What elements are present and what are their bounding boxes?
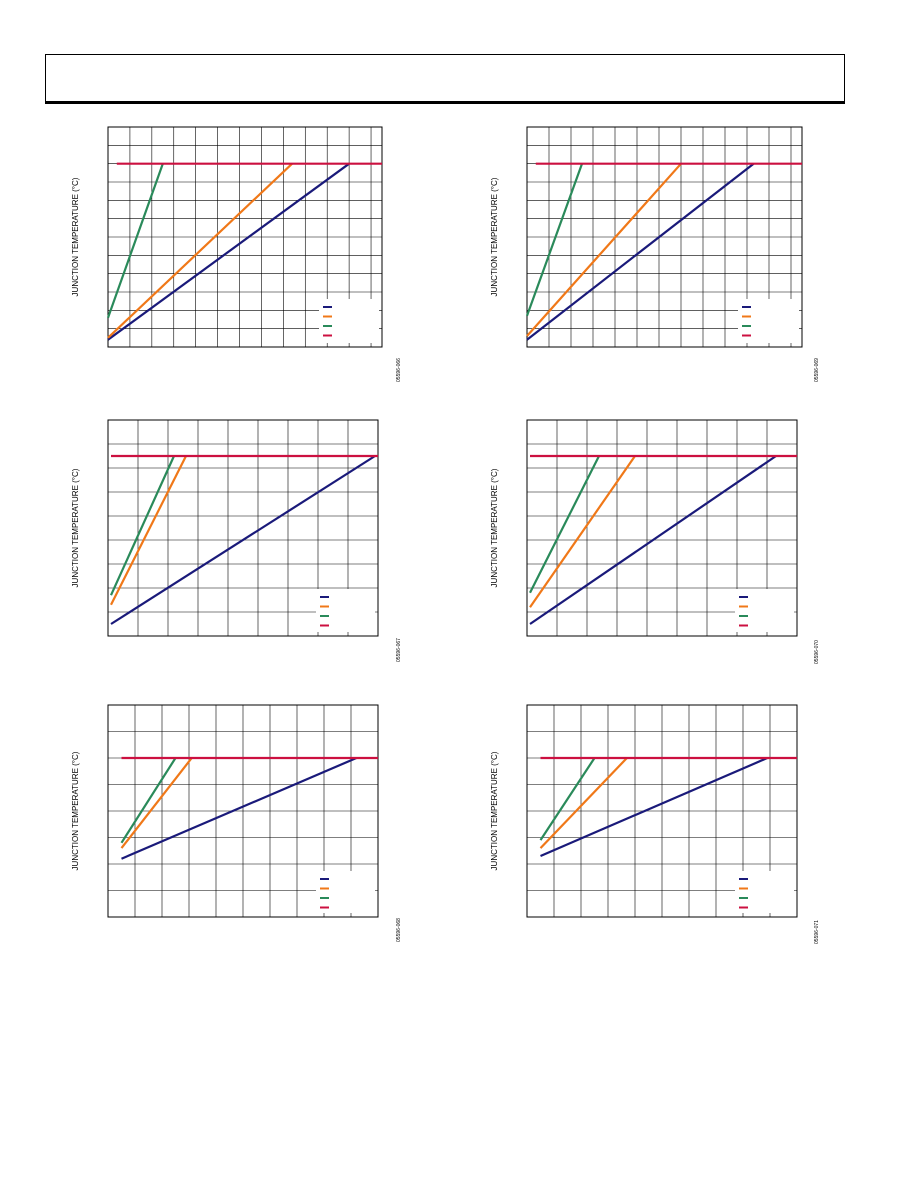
chart-5: JUNCTION TEMPERATURE (°C) 05596-068 bbox=[71, 704, 402, 942]
plot-frame bbox=[526, 419, 798, 637]
page-header-box bbox=[45, 54, 845, 104]
series-line-1 bbox=[529, 455, 777, 625]
y-axis-label: JUNCTION TEMPERATURE (°C) bbox=[71, 751, 80, 870]
series-line-2 bbox=[107, 162, 293, 339]
series-line-1 bbox=[121, 756, 357, 860]
series-line-1 bbox=[107, 162, 350, 341]
figure-id: 05596-071 bbox=[814, 920, 820, 944]
series-line-3 bbox=[529, 455, 600, 594]
series-line-3 bbox=[120, 757, 177, 844]
chart-6: JUNCTION TEMPERATURE (°C) 05596-071 bbox=[490, 704, 820, 944]
y-axis-label: JUNCTION TEMPERATURE (°C) bbox=[490, 468, 499, 587]
y-axis-label: JUNCTION TEMPERATURE (°C) bbox=[490, 751, 499, 870]
plot-frame bbox=[107, 419, 379, 637]
y-axis-label: JUNCTION TEMPERATURE (°C) bbox=[490, 177, 499, 296]
series-line-3 bbox=[109, 455, 176, 596]
series-line-2 bbox=[110, 455, 187, 606]
series-line-1 bbox=[540, 756, 768, 858]
series-line-1 bbox=[110, 455, 376, 625]
figure-id: 05596-067 bbox=[396, 638, 402, 662]
chart-4: JUNCTION TEMPERATURE (°C) 05596-070 bbox=[490, 419, 820, 664]
series-line-2 bbox=[526, 162, 682, 337]
y-axis-label: JUNCTION TEMPERATURE (°C) bbox=[71, 177, 80, 296]
series-line-3 bbox=[106, 163, 164, 319]
figure-id: 05596-068 bbox=[396, 918, 402, 942]
series-line-2 bbox=[539, 757, 628, 849]
series-line-2 bbox=[120, 757, 193, 849]
figure-id: 05596-066 bbox=[396, 358, 402, 382]
chart-2: JUNCTION TEMPERATURE (°C) 05596-069 bbox=[490, 126, 820, 382]
series-line-2 bbox=[529, 455, 636, 608]
figure-id: 05596-069 bbox=[814, 358, 820, 382]
series-line-1 bbox=[526, 162, 755, 341]
figure-id: 05596-070 bbox=[814, 640, 820, 664]
chart-1: JUNCTION TEMPERATURE (°C) 05596-066 bbox=[71, 126, 402, 382]
chart-3: JUNCTION TEMPERATURE (°C) 05596-067 bbox=[71, 419, 402, 662]
y-axis-label: JUNCTION TEMPERATURE (°C) bbox=[71, 468, 80, 587]
series-line-3 bbox=[525, 163, 584, 317]
series-line-3 bbox=[539, 757, 596, 841]
